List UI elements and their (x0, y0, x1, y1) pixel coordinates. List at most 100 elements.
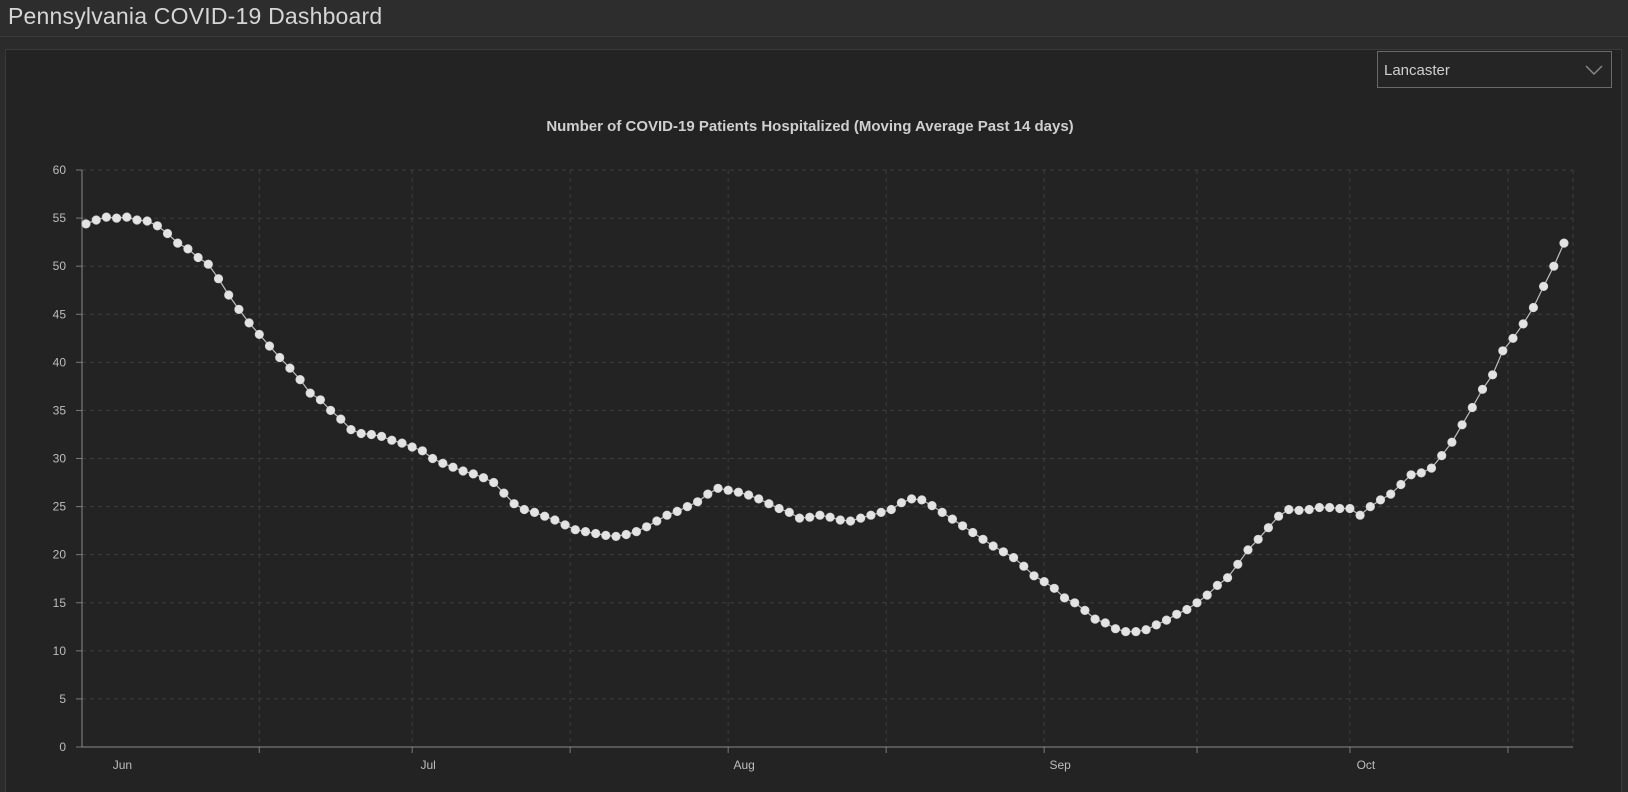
data-point (315, 395, 326, 405)
data-point (111, 213, 122, 223)
data-point (478, 473, 489, 483)
data-point (1080, 605, 1090, 616)
dashboard-title: Pennsylvania COVID-19 Dashboard (8, 3, 383, 29)
data-point (1263, 523, 1273, 533)
dashboard-header: Pennsylvania COVID-19 Dashboard (0, 0, 1628, 37)
data-point (1008, 552, 1019, 563)
data-point (122, 212, 132, 222)
data-point (978, 534, 988, 544)
data-point (1059, 593, 1070, 603)
data-point (1549, 261, 1559, 271)
data-point (152, 221, 162, 231)
y-tick-label: 50 (53, 259, 67, 273)
data-point (927, 501, 937, 511)
data-point (1324, 502, 1335, 513)
data-point (101, 212, 111, 222)
data-point (1345, 503, 1355, 514)
data-point (754, 494, 764, 504)
chart-series (81, 212, 1569, 637)
x-tick-label: Jun (113, 758, 132, 772)
data-point (1233, 559, 1243, 569)
data-point (1518, 319, 1528, 329)
data-point (1528, 302, 1538, 313)
data-point (591, 528, 601, 539)
data-point (1375, 495, 1386, 505)
data-point (264, 341, 275, 351)
data-point (244, 318, 254, 328)
data-point (917, 495, 927, 505)
data-point (835, 515, 845, 525)
data-point (1110, 624, 1121, 634)
data-point (1192, 598, 1202, 608)
data-point (1559, 238, 1569, 248)
data-point (774, 503, 784, 514)
data-point (438, 458, 448, 468)
data-point (407, 442, 417, 452)
data-point (193, 252, 203, 263)
chart-axes: 0 5 10 15 20 25 30 35 40 45 50 55 60 Jun Jul Aug Sep Oct (53, 163, 1573, 772)
data-point (1396, 479, 1406, 490)
data-point (397, 438, 407, 448)
y-tick-label: 20 (53, 548, 67, 562)
data-point (580, 526, 591, 537)
data-point (203, 259, 213, 269)
data-point (377, 431, 387, 442)
data-point (356, 428, 366, 439)
data-point (234, 304, 244, 315)
chevron-down-icon (1585, 65, 1603, 75)
data-point (1487, 370, 1498, 380)
data-point (733, 487, 744, 497)
data-point (1365, 502, 1375, 512)
data-point (1284, 504, 1294, 515)
county-dropdown-value: Lancaster (1384, 62, 1450, 79)
data-point (1426, 463, 1437, 473)
data-point (1538, 281, 1549, 292)
data-point (621, 529, 631, 540)
y-tick-label: 15 (53, 596, 67, 610)
y-tick-label: 45 (53, 307, 67, 321)
data-point (1477, 384, 1488, 394)
y-tick-label: 0 (59, 740, 66, 754)
data-point (723, 485, 733, 495)
data-point (448, 462, 458, 472)
y-tick-label: 30 (53, 452, 67, 466)
data-point (1406, 470, 1416, 480)
data-point (703, 489, 713, 499)
county-dropdown[interactable]: Lancaster (1377, 51, 1612, 88)
data-point (652, 516, 662, 526)
data-point (998, 547, 1009, 557)
data-point (254, 329, 264, 340)
data-point (631, 526, 642, 537)
y-tick-label: 35 (53, 403, 67, 417)
data-point (1222, 573, 1233, 583)
data-point (672, 506, 682, 517)
data-point (1447, 437, 1457, 447)
data-point (1212, 580, 1222, 591)
data-point (1070, 598, 1080, 608)
data-point (1335, 503, 1345, 514)
data-point (224, 290, 234, 300)
chart-title: Number of COVID-19 Patients Hospitalized… (546, 118, 1073, 135)
data-point (529, 507, 540, 518)
data-point (743, 490, 754, 500)
y-tick-label: 5 (59, 692, 66, 706)
data-point (1243, 545, 1253, 555)
data-point (641, 522, 652, 532)
data-point (968, 527, 978, 538)
data-point (845, 516, 856, 526)
data-point (336, 414, 346, 424)
data-point (805, 512, 815, 522)
data-point (601, 530, 611, 541)
chart-panel (5, 49, 1622, 792)
data-point (1090, 614, 1100, 624)
y-tick-label: 60 (53, 163, 67, 177)
data-point (1457, 420, 1467, 430)
data-point (1304, 504, 1314, 515)
data-point (1161, 615, 1172, 625)
data-point (886, 504, 896, 515)
data-point (1273, 511, 1284, 521)
data-point (937, 507, 947, 518)
data-point (1437, 451, 1447, 461)
data-point (1121, 626, 1131, 637)
